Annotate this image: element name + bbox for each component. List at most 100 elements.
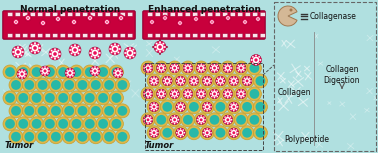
- Circle shape: [22, 130, 36, 144]
- Circle shape: [14, 54, 15, 56]
- Circle shape: [68, 71, 71, 75]
- Circle shape: [237, 80, 239, 82]
- Circle shape: [227, 115, 229, 117]
- Circle shape: [102, 78, 116, 92]
- Circle shape: [144, 116, 146, 118]
- Circle shape: [24, 76, 26, 78]
- Circle shape: [25, 15, 31, 21]
- Circle shape: [98, 55, 99, 57]
- Circle shape: [178, 130, 183, 136]
- Circle shape: [147, 74, 161, 88]
- Circle shape: [147, 123, 149, 124]
- Circle shape: [202, 76, 212, 86]
- Circle shape: [97, 73, 99, 75]
- Circle shape: [109, 48, 111, 50]
- Circle shape: [89, 130, 103, 144]
- Circle shape: [196, 115, 206, 125]
- Circle shape: [210, 80, 212, 82]
- Circle shape: [183, 93, 185, 95]
- Circle shape: [223, 63, 233, 73]
- FancyBboxPatch shape: [223, 13, 228, 16]
- Circle shape: [167, 76, 168, 78]
- Circle shape: [253, 57, 259, 63]
- Circle shape: [156, 49, 158, 51]
- Circle shape: [184, 80, 185, 82]
- Circle shape: [240, 67, 243, 69]
- Circle shape: [120, 69, 122, 71]
- Circle shape: [151, 67, 153, 69]
- Circle shape: [158, 70, 160, 71]
- Circle shape: [180, 102, 181, 104]
- Circle shape: [191, 77, 192, 79]
- Circle shape: [177, 135, 179, 136]
- Circle shape: [216, 80, 217, 82]
- Circle shape: [203, 80, 204, 82]
- Circle shape: [119, 16, 123, 20]
- Circle shape: [198, 65, 199, 66]
- Circle shape: [48, 70, 50, 72]
- Circle shape: [38, 80, 48, 90]
- FancyBboxPatch shape: [230, 13, 235, 16]
- FancyBboxPatch shape: [163, 13, 168, 16]
- Circle shape: [109, 91, 123, 105]
- Circle shape: [96, 117, 110, 131]
- Circle shape: [158, 65, 164, 71]
- Circle shape: [184, 96, 186, 97]
- Circle shape: [170, 80, 172, 82]
- Circle shape: [156, 129, 158, 131]
- Circle shape: [211, 90, 212, 92]
- Circle shape: [194, 113, 208, 127]
- Circle shape: [204, 119, 206, 121]
- Circle shape: [17, 73, 19, 75]
- Circle shape: [229, 132, 231, 134]
- Circle shape: [230, 83, 232, 84]
- Circle shape: [91, 67, 93, 69]
- Circle shape: [193, 76, 195, 78]
- Circle shape: [195, 18, 197, 20]
- Circle shape: [187, 63, 189, 65]
- Circle shape: [176, 132, 178, 134]
- Circle shape: [158, 45, 162, 49]
- Circle shape: [98, 93, 108, 103]
- Circle shape: [57, 56, 59, 58]
- Circle shape: [17, 46, 19, 48]
- Circle shape: [176, 128, 186, 138]
- Circle shape: [181, 113, 195, 127]
- Circle shape: [181, 61, 195, 75]
- Circle shape: [229, 76, 239, 86]
- Circle shape: [16, 50, 20, 54]
- Circle shape: [91, 49, 93, 50]
- Circle shape: [185, 91, 191, 97]
- Circle shape: [218, 78, 223, 84]
- Circle shape: [85, 93, 95, 103]
- Circle shape: [51, 50, 53, 52]
- Circle shape: [223, 119, 225, 121]
- Circle shape: [16, 65, 30, 79]
- Circle shape: [163, 90, 165, 92]
- Circle shape: [171, 65, 173, 66]
- Circle shape: [162, 15, 168, 21]
- Circle shape: [242, 128, 252, 138]
- Circle shape: [157, 67, 158, 69]
- Circle shape: [69, 68, 71, 70]
- Circle shape: [240, 74, 254, 88]
- Circle shape: [36, 130, 50, 144]
- FancyBboxPatch shape: [8, 13, 13, 16]
- Circle shape: [200, 100, 214, 114]
- Circle shape: [181, 87, 195, 101]
- Circle shape: [64, 106, 74, 116]
- Circle shape: [238, 70, 239, 71]
- Circle shape: [231, 67, 232, 69]
- Circle shape: [179, 80, 182, 82]
- Circle shape: [176, 106, 178, 108]
- Circle shape: [206, 80, 209, 82]
- Circle shape: [209, 103, 211, 105]
- Circle shape: [189, 102, 199, 112]
- Circle shape: [143, 119, 145, 121]
- Circle shape: [176, 76, 185, 86]
- Circle shape: [190, 70, 191, 71]
- Circle shape: [217, 83, 218, 84]
- Circle shape: [254, 58, 258, 62]
- Circle shape: [246, 80, 249, 82]
- Circle shape: [14, 20, 18, 24]
